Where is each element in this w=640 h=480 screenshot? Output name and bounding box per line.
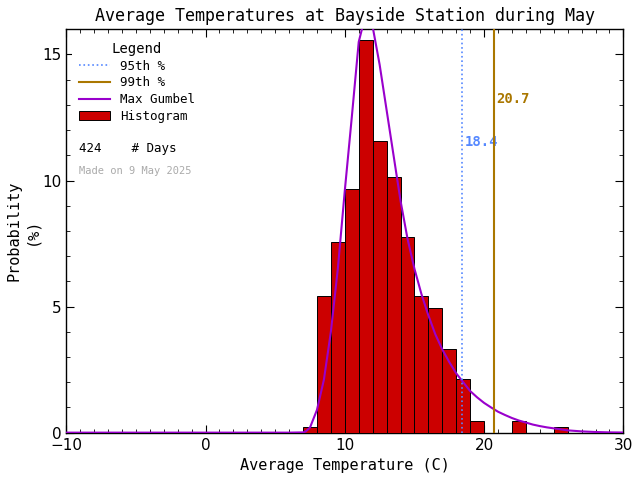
Title: Average Temperatures at Bayside Station during May: Average Temperatures at Bayside Station … — [95, 7, 595, 25]
Text: 20.7: 20.7 — [497, 92, 530, 106]
Bar — [470, 421, 484, 432]
Text: 18.4: 18.4 — [465, 135, 498, 149]
Bar — [401, 237, 415, 432]
Bar — [317, 296, 331, 432]
Bar — [456, 379, 470, 432]
X-axis label: Average Temperature (C): Average Temperature (C) — [240, 458, 450, 473]
Bar — [387, 177, 401, 432]
Bar — [442, 349, 456, 432]
Bar — [331, 242, 345, 432]
Bar — [428, 308, 442, 432]
Y-axis label: Probability
(%): Probability (%) — [7, 181, 39, 281]
Bar — [554, 427, 568, 432]
Legend: 95th %, 99th %, Max Gumbel, Histogram: 95th %, 99th %, Max Gumbel, Histogram — [72, 36, 201, 129]
Bar — [372, 141, 387, 432]
Bar — [303, 427, 317, 432]
Bar — [345, 189, 359, 432]
Text: Made on 9 May 2025: Made on 9 May 2025 — [79, 167, 191, 176]
Bar — [415, 296, 428, 432]
Bar — [512, 421, 526, 432]
Bar — [359, 40, 372, 432]
Text: 424    # Days: 424 # Days — [79, 142, 177, 155]
